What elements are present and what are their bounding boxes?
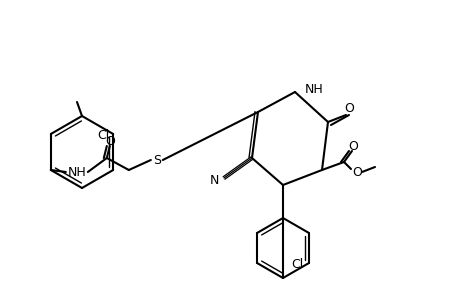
Text: N: N [209, 173, 218, 187]
Text: NH: NH [304, 82, 323, 95]
Text: O: O [347, 140, 357, 152]
Text: O: O [343, 101, 353, 115]
Text: Cl: Cl [97, 128, 109, 142]
Text: Cl: Cl [291, 259, 303, 272]
Text: O: O [351, 166, 361, 178]
Text: O: O [105, 134, 114, 148]
Text: S: S [152, 154, 161, 166]
Text: NH: NH [67, 166, 86, 178]
